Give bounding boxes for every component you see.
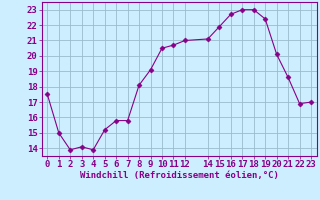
X-axis label: Windchill (Refroidissement éolien,°C): Windchill (Refroidissement éolien,°C) xyxy=(80,171,279,180)
